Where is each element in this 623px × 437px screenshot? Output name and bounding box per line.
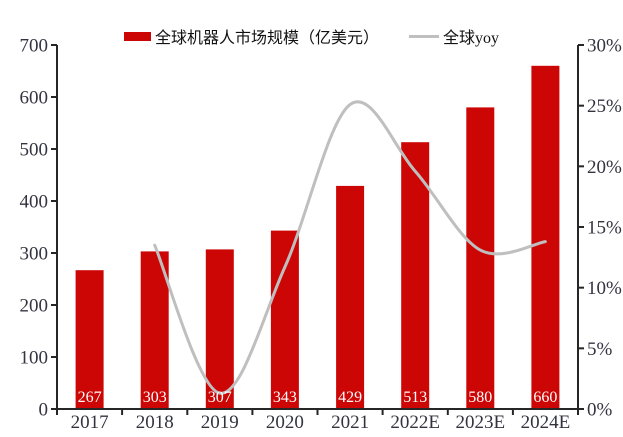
bar-2023E bbox=[466, 107, 495, 410]
left-axis-tick-label: 400 bbox=[20, 192, 49, 213]
bar-value-label: 267 bbox=[78, 389, 102, 406]
left-axis-tick-label: 0 bbox=[39, 400, 49, 421]
right-axis-tick-label: 25% bbox=[587, 96, 622, 117]
x-axis-tick-label: 2021 bbox=[331, 412, 369, 433]
bar-value-label: 580 bbox=[468, 389, 492, 406]
left-axis-tick-label: 300 bbox=[20, 244, 49, 265]
yoy-line bbox=[153, 100, 547, 395]
bar-value-label: 429 bbox=[338, 389, 362, 406]
x-axis-tick-label: 2020 bbox=[266, 412, 304, 433]
bar-2021 bbox=[336, 185, 365, 409]
x-axis-tick-label: 2017 bbox=[71, 412, 109, 433]
x-axis-tick-label: 2019 bbox=[201, 412, 239, 433]
bar-series-label: 全球机器人市场规模（亿美元） bbox=[154, 30, 379, 47]
x-axis-tick-label: 2022E bbox=[390, 412, 440, 433]
legend-item-market-size: 全球机器人市场规模（亿美元） bbox=[123, 24, 379, 48]
left-axis-tick-label: 500 bbox=[20, 140, 49, 161]
bar-2022E bbox=[401, 142, 430, 409]
left-axis-tick-label: 200 bbox=[20, 296, 49, 317]
left-axis-tick-label: 600 bbox=[20, 88, 49, 109]
bar-2020 bbox=[270, 230, 299, 409]
bar-value-label: 343 bbox=[273, 389, 297, 406]
bar-2019 bbox=[205, 249, 234, 409]
line-series-swatch-icon bbox=[409, 34, 439, 38]
line-series-label: 全球yoy bbox=[443, 30, 500, 47]
chart-legend: 全球机器人市场规模（亿美元） 全球yoy bbox=[0, 24, 623, 48]
bar-series-swatch-icon bbox=[123, 31, 151, 41]
left-axis-tick-label: 100 bbox=[20, 348, 49, 369]
bar-value-label: 513 bbox=[403, 389, 427, 406]
right-axis-tick-label: 15% bbox=[587, 218, 622, 239]
right-axis-tick-label: 30% bbox=[587, 36, 622, 57]
bar-2024E bbox=[531, 65, 560, 410]
bar-value-label: 307 bbox=[208, 389, 232, 406]
right-axis-tick-label: 5% bbox=[587, 339, 613, 360]
legend-item-yoy: 全球yoy bbox=[409, 24, 499, 48]
bar-2017 bbox=[75, 270, 104, 409]
right-axis-tick-label: 10% bbox=[587, 278, 622, 299]
right-axis-tick-label: 20% bbox=[587, 157, 622, 178]
left-axis-tick-label: 700 bbox=[20, 36, 49, 57]
bar-value-label: 303 bbox=[143, 389, 167, 406]
bar-value-label: 660 bbox=[533, 389, 557, 406]
bar-2018 bbox=[140, 251, 169, 409]
x-axis-tick-label: 2018 bbox=[136, 412, 174, 433]
x-axis-tick-label: 2023E bbox=[455, 412, 505, 433]
x-axis-tick-label: 2024E bbox=[521, 412, 571, 433]
right-axis-tick-label: 0% bbox=[587, 400, 613, 421]
